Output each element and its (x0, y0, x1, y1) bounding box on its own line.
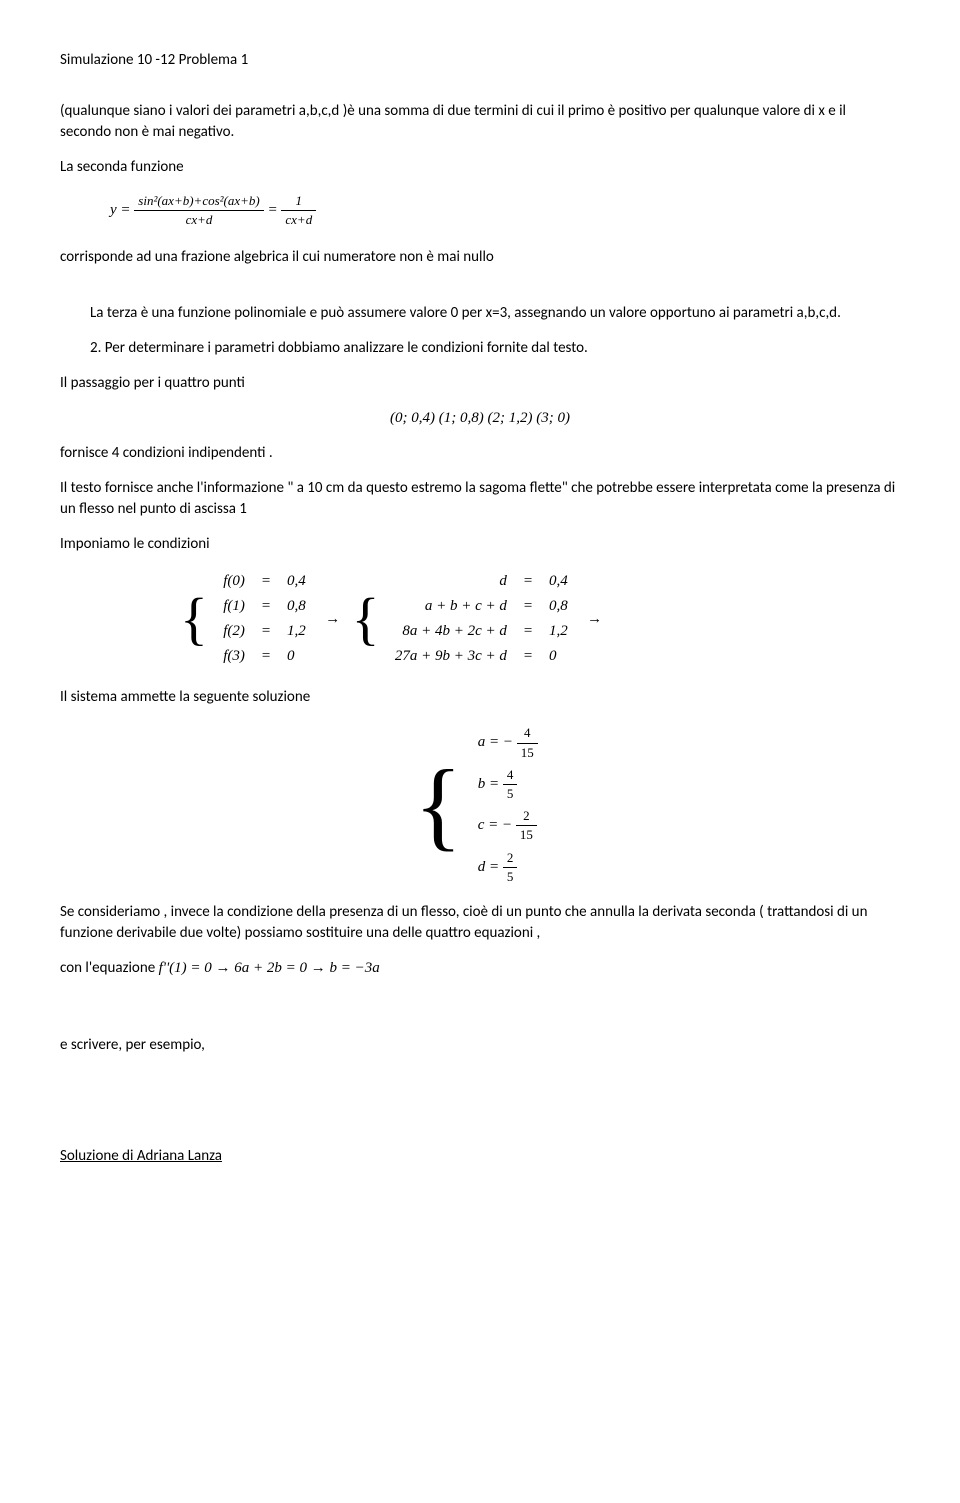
paragraph-5: 2. Per determinare i parametri dobbiamo … (90, 338, 900, 359)
paragraph-6: Il passaggio per i quattro punti (60, 373, 900, 394)
arrow-1: → (325, 611, 340, 627)
paragraph-8: Il testo fornisce anche l'informazione "… (60, 478, 900, 520)
paragraph-7: fornisce 4 condizioni indipendenti . (60, 443, 900, 464)
paragraph-11: Se consideriamo , invece la condizione d… (60, 902, 900, 944)
eq1-num: sin²(ax+b)+cos²(ax+b) (134, 192, 263, 211)
paragraph-4: La terza è una funzione polinomiale e pu… (90, 303, 900, 324)
page-header: Simulazione 10 -12 Problema 1 (60, 50, 900, 71)
system-1: f(0)=0,4 f(1)=0,8 f(2)=1,2 f(3)=0 (215, 569, 314, 669)
eq1-lhs: y = (110, 202, 131, 218)
equation-1: y = sin²(ax+b)+cos²(ax+b) cx+d = 1 cx+d (110, 192, 900, 229)
solution-block: { a = − 415 b = 45 c = − 215 d = 25 (60, 722, 900, 888)
paragraph-2: La seconda funzione (60, 157, 900, 178)
eq1-den2: cx+d (281, 211, 316, 229)
eq1-den: cx+d (134, 211, 263, 229)
arrow-2: → (587, 611, 602, 627)
page-footer: Soluzione di Adriana Lanza (60, 1146, 900, 1167)
points-list: (0; 0,4) (1; 0,8) (2; 1,2) (3; 0) (60, 408, 900, 429)
paragraph-3: corrisponde ad una frazione algebrica il… (60, 247, 900, 268)
paragraph-10: Il sistema ammette la seguente soluzione (60, 687, 900, 708)
system-block: { f(0)=0,4 f(1)=0,8 f(2)=1,2 f(3)=0 → { … (180, 569, 900, 669)
eq1-num2: 1 (281, 192, 316, 211)
paragraph-11b: con l'equazione f''(1) = 0 → 6a + 2b = 0… (60, 958, 900, 979)
paragraph-9: Imponiamo le condizioni (60, 534, 900, 555)
eq1-eq: = (268, 202, 278, 218)
system-2: d=0,4 a + b + c + d=0,8 8a + 4b + 2c + d… (387, 569, 576, 669)
paragraph-1: (qualunque siano i valori dei parametri … (60, 101, 900, 143)
paragraph-12: e scrivere, per esempio, (60, 1035, 900, 1056)
